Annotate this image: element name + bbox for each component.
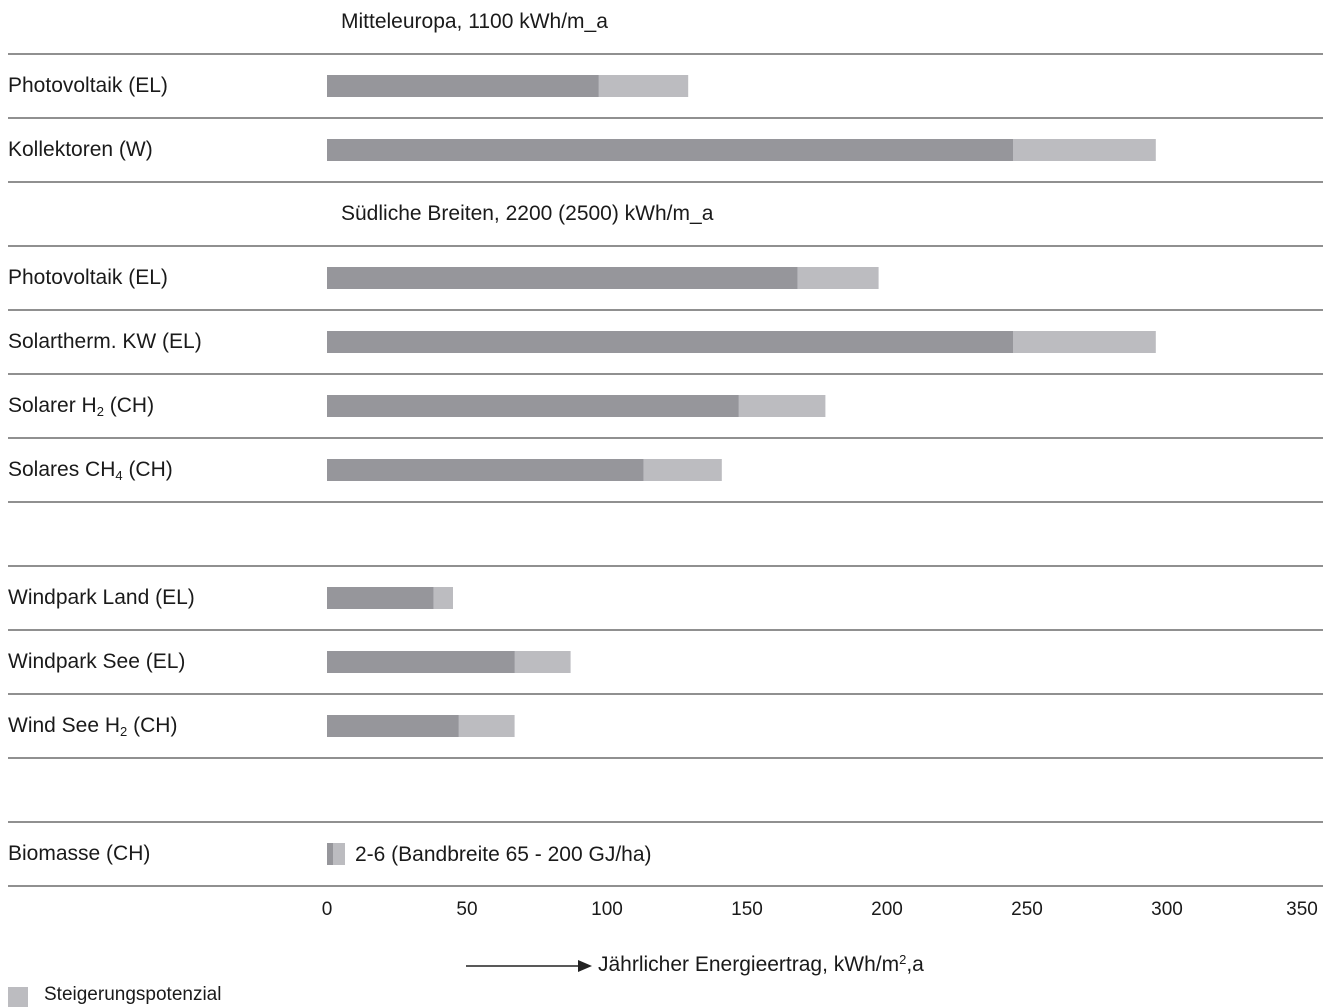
- xlabel-arrow-head: [578, 960, 592, 972]
- bar-current-5: [327, 459, 644, 481]
- x-tick-label-150: 150: [731, 899, 763, 920]
- legend-swatch-steigerungspotenzial: [8, 987, 28, 1007]
- bar-current-3: [327, 331, 1013, 353]
- legend-label-steigerungspotenzial: Steigerungspotenzial: [44, 984, 222, 1005]
- bar-current-6: [327, 587, 434, 609]
- bar-group: [327, 75, 1156, 865]
- x-tick-label-0: 0: [321, 899, 333, 920]
- bar-current-2: [327, 267, 798, 289]
- row-label-5: Solares CH4 (CH): [8, 458, 173, 483]
- row-dividers: [8, 53, 1323, 887]
- bar-current-1: [327, 139, 1013, 161]
- bar-current-7: [327, 651, 515, 673]
- row-label-4: Solarer H2 (CH): [8, 394, 155, 419]
- section-label-0: Mitteleuropa, 1100 kWh/m_a: [341, 10, 608, 33]
- row-label-8: Wind See H2 (CH): [8, 714, 178, 739]
- row-label-0: Photovoltaik (EL): [8, 74, 168, 97]
- section-label-1: Südliche Breiten, 2200 (2500) kWh/m_a: [341, 202, 714, 225]
- x-tick-label-300: 300: [1151, 899, 1183, 920]
- x-tick-label-350: 350: [1286, 899, 1318, 920]
- bar-current-4: [327, 395, 739, 417]
- biomass-note: 2-6 (Bandbreite 65 - 200 GJ/ha): [355, 843, 652, 866]
- x-tick-label-100: 100: [591, 899, 623, 920]
- row-label-6: Windpark Land (EL): [8, 586, 195, 609]
- x-tick-label-250: 250: [1011, 899, 1043, 920]
- row-label-9: Biomasse (CH): [8, 842, 151, 865]
- row-label-7: Windpark See (EL): [8, 650, 186, 673]
- row-label-3: Solartherm. KW (EL): [8, 330, 202, 353]
- x-tick-label-50: 50: [456, 899, 478, 920]
- x-tick-label-200: 200: [871, 899, 903, 920]
- bar-current-0: [327, 75, 599, 97]
- row-label-1: Kollektoren (W): [8, 138, 153, 161]
- bar-current-8: [327, 715, 459, 737]
- x-axis-label: Jährlicher Energieertrag, kWh/m2,a: [598, 952, 924, 976]
- row-label-2: Photovoltaik (EL): [8, 266, 168, 289]
- bar-current-9: [327, 843, 333, 865]
